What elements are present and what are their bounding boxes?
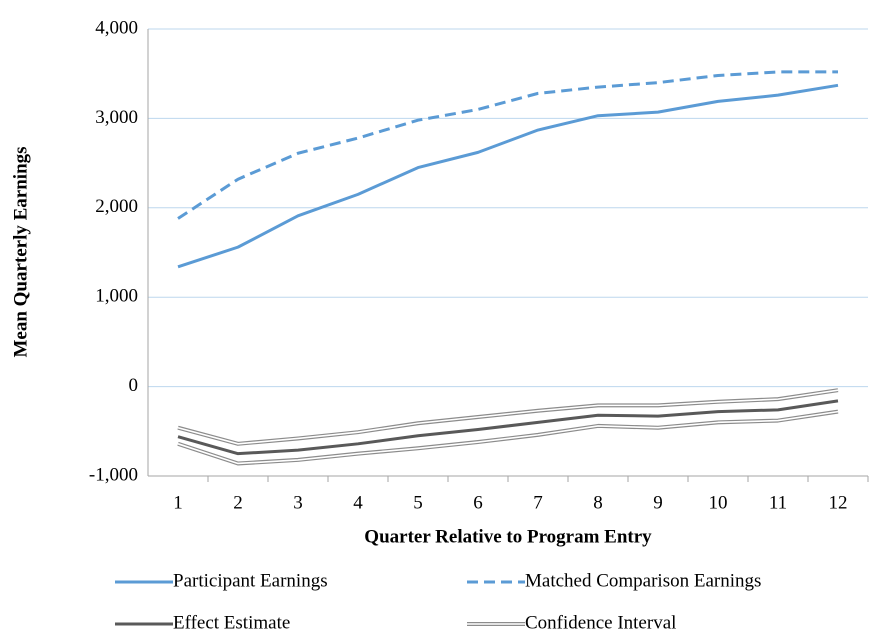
line (177, 399, 839, 456)
legend-label: Effect Estimate (173, 612, 290, 633)
ci-upper (177, 388, 839, 446)
x-tick-label: 7 (533, 492, 543, 513)
x-tick-label: 12 (829, 492, 848, 513)
x-tick-label: 8 (593, 492, 603, 513)
ci-lower (177, 409, 839, 466)
y-axis-title: Mean Quarterly Earnings (10, 146, 31, 357)
y-tick-label: 0 (129, 375, 139, 396)
x-tick-label: 4 (353, 492, 363, 513)
legend-label: Matched Comparison Earnings (525, 570, 761, 591)
line (177, 83, 839, 269)
y-tick-label: 4,000 (95, 17, 138, 38)
legend-label: Confidence Interval (525, 612, 676, 633)
x-tick-label: 6 (473, 492, 483, 513)
x-tick-label: 5 (413, 492, 423, 513)
x-axis-title: Quarter Relative to Program Entry (364, 526, 652, 547)
x-tick-label: 10 (709, 492, 728, 513)
line (177, 70, 838, 220)
ci-lower-inner (177, 410, 839, 465)
ci-upper-inner (177, 389, 839, 445)
y-tick-label: 1,000 (95, 286, 138, 307)
x-tick-label: 1 (173, 492, 183, 513)
y-tick-label: 2,000 (95, 196, 138, 217)
legend-label: Participant Earnings (173, 570, 328, 591)
y-tick-label: 3,000 (95, 107, 138, 128)
x-tick-label: 11 (769, 492, 787, 513)
x-tick-label: 2 (233, 492, 243, 513)
x-tick-label: 9 (653, 492, 663, 513)
x-tick-label: 3 (293, 492, 303, 513)
y-tick-label: -1,000 (89, 464, 138, 485)
